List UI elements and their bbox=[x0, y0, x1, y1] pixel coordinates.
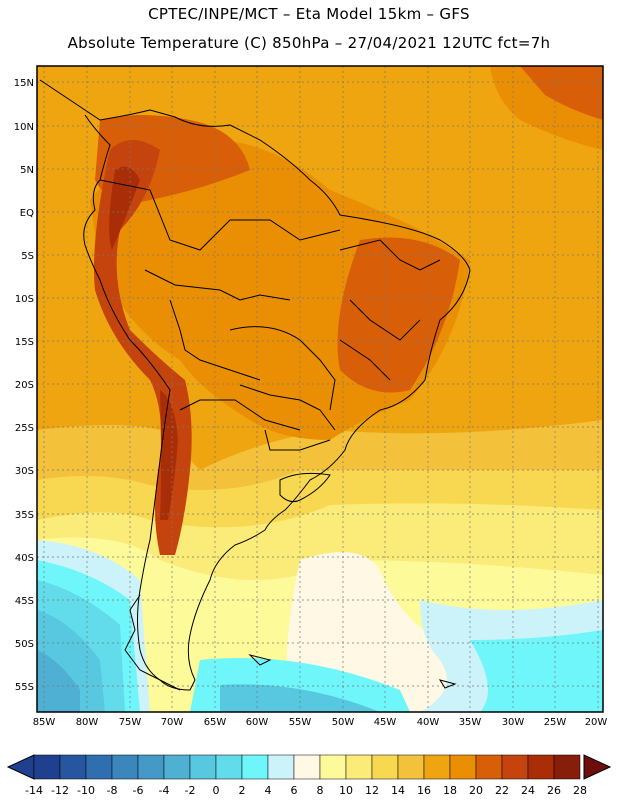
colorbar-tick-label: 6 bbox=[291, 784, 298, 797]
colorbar-cell bbox=[371, 754, 399, 780]
colorbar-cell bbox=[475, 754, 503, 780]
map-subtitle: Absolute Temperature (C) 850hPa – 27/04/… bbox=[67, 34, 551, 52]
colorbar-tick-label: 10 bbox=[339, 784, 353, 797]
lon-label: 65W bbox=[204, 717, 227, 728]
lat-label: 5N bbox=[20, 165, 34, 176]
lon-label: 20W bbox=[585, 717, 608, 728]
lat-label: 35S bbox=[15, 510, 34, 521]
colorbar-cell bbox=[553, 754, 581, 780]
colorbar-tick-label: -14 bbox=[25, 784, 43, 797]
colorbar-cell bbox=[293, 754, 321, 780]
lat-label: 15S bbox=[15, 337, 34, 348]
lon-label: 55W bbox=[289, 717, 312, 728]
lat-label: 40S bbox=[15, 553, 34, 564]
colorbar-tick-label: -4 bbox=[159, 784, 170, 797]
colorbar-cell bbox=[501, 754, 529, 780]
colorbar-tick-label: 26 bbox=[547, 784, 561, 797]
lat-label: 5S bbox=[21, 251, 34, 262]
colorbar-tick-label: -12 bbox=[51, 784, 69, 797]
lat-label: 45S bbox=[15, 596, 34, 607]
lon-axis-labels: 85W 80W 75W 70W 65W 60W 55W 50W 45W 40W … bbox=[33, 717, 608, 728]
lat-label: 50S bbox=[15, 639, 34, 650]
colorbar-cell bbox=[137, 754, 165, 780]
colorbar-high-arrow bbox=[583, 754, 612, 780]
map-frame bbox=[36, 65, 604, 713]
colorbar-tick-label: -2 bbox=[185, 784, 196, 797]
lat-label: 55S bbox=[15, 682, 34, 693]
lat-axis-labels: 15N 10N 5N EQ 5S 10S 15S 20S 25S 30S 35S… bbox=[14, 78, 34, 693]
colorbar: -14 -12 -10 -8 -6 -4 -2 0 2 4 6 8 10 12 … bbox=[6, 754, 612, 797]
colorbar-cell bbox=[189, 754, 217, 780]
colorbar-cell bbox=[33, 754, 61, 780]
colorbar-tick-label: -6 bbox=[133, 784, 144, 797]
colorbar-cell bbox=[397, 754, 425, 780]
colorbar-tick-label: 24 bbox=[521, 784, 535, 797]
lon-label: 45W bbox=[374, 717, 397, 728]
colorbar-tick-label: 28 bbox=[573, 784, 587, 797]
colorbar-cell bbox=[527, 754, 555, 780]
colorbar-tick-label: 12 bbox=[365, 784, 379, 797]
colorbar-tick-label: 18 bbox=[443, 784, 457, 797]
colorbar-tick-label: 20 bbox=[469, 784, 483, 797]
colorbar-cell bbox=[85, 754, 113, 780]
lon-label: 30W bbox=[502, 717, 525, 728]
lat-label: 15N bbox=[14, 78, 34, 89]
colorbar-tick-label: 2 bbox=[239, 784, 246, 797]
lat-label: 10S bbox=[15, 294, 34, 305]
colorbar-tick-label: 14 bbox=[391, 784, 405, 797]
colorbar-cell bbox=[423, 754, 451, 780]
colorbar-cell bbox=[241, 754, 269, 780]
colorbar-cell bbox=[111, 754, 139, 780]
colorbar-cell bbox=[163, 754, 191, 780]
map-title: CPTEC/INPE/MCT – Eta Model 15km – GFS bbox=[148, 5, 470, 23]
colorbar-cell bbox=[345, 754, 373, 780]
lon-label: 75W bbox=[119, 717, 142, 728]
lon-label: 70W bbox=[161, 717, 184, 728]
colorbar-tick-label: 4 bbox=[265, 784, 272, 797]
lon-label: 35W bbox=[459, 717, 482, 728]
lat-lon-grid bbox=[37, 66, 603, 712]
lon-label: 50W bbox=[332, 717, 355, 728]
temperature-field bbox=[37, 66, 603, 712]
lat-label: 30S bbox=[15, 466, 34, 477]
lat-label: 10N bbox=[14, 122, 34, 133]
lat-label: 25S bbox=[15, 423, 34, 434]
colorbar-tick-label: -8 bbox=[107, 784, 118, 797]
lon-label: 60W bbox=[246, 717, 269, 728]
colorbar-tick-label: 8 bbox=[317, 784, 324, 797]
lon-label: 25W bbox=[544, 717, 567, 728]
colorbar-tick-label: 16 bbox=[417, 784, 431, 797]
colorbar-low-arrow bbox=[6, 754, 35, 780]
colorbar-cell bbox=[215, 754, 243, 780]
colorbar-tick-label: -10 bbox=[77, 784, 95, 797]
lat-label: EQ bbox=[20, 208, 34, 219]
colorbar-tick-label: 22 bbox=[495, 784, 509, 797]
lon-label: 40W bbox=[417, 717, 440, 728]
colorbar-cell bbox=[449, 754, 477, 780]
coastlines bbox=[39, 79, 471, 691]
colorbar-cell bbox=[319, 754, 347, 780]
lat-label: 20S bbox=[15, 380, 34, 391]
lon-label: 80W bbox=[76, 717, 99, 728]
colorbar-tick-label: 0 bbox=[213, 784, 220, 797]
lon-label: 85W bbox=[33, 717, 56, 728]
colorbar-cell bbox=[59, 754, 87, 780]
colorbar-cell bbox=[267, 754, 295, 780]
